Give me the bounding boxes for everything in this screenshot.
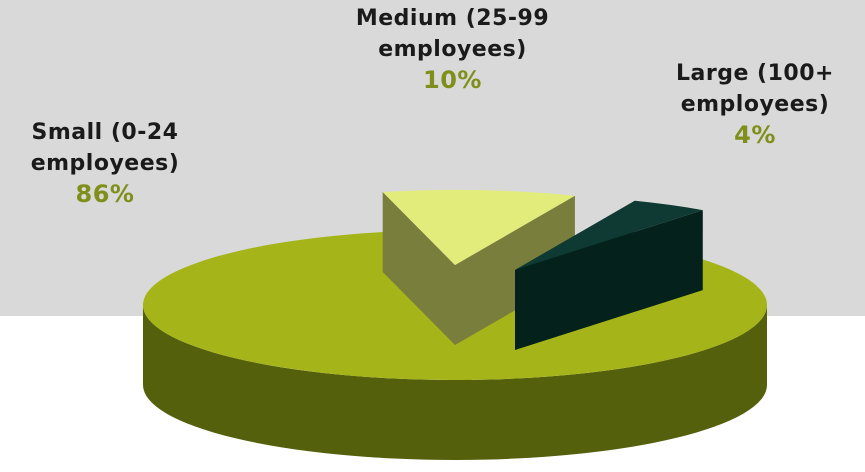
slice-label-large-percent: 4% [734,121,776,149]
pie-slice-medium-top [382,190,575,265]
pie-slice-medium-wall-end [455,195,575,345]
pie-slice-large-wall-end [515,210,703,350]
slice-label-medium-name: Medium (25-99 employees) [355,6,550,62]
slice-label-small: Small (0-24 employees) 86% [10,117,200,210]
slice-label-small-percent: 86% [75,180,135,208]
slice-label-large-name: Large (100+ employees) [676,61,834,117]
pie-slice-small-rim [143,305,767,460]
slice-label-medium: Medium (25-99 employees) 10% [355,3,550,96]
pie-slice-large-top [515,200,703,270]
slice-label-small-name: Small (0-24 employees) [30,120,180,176]
pie-slice-medium [382,190,575,345]
pie-slice-medium-wall-start [382,192,455,345]
slice-label-medium-percent: 10% [423,66,482,94]
pie-slice-large [515,200,703,350]
slice-label-large: Large (100+ employees) 4% [660,58,850,151]
